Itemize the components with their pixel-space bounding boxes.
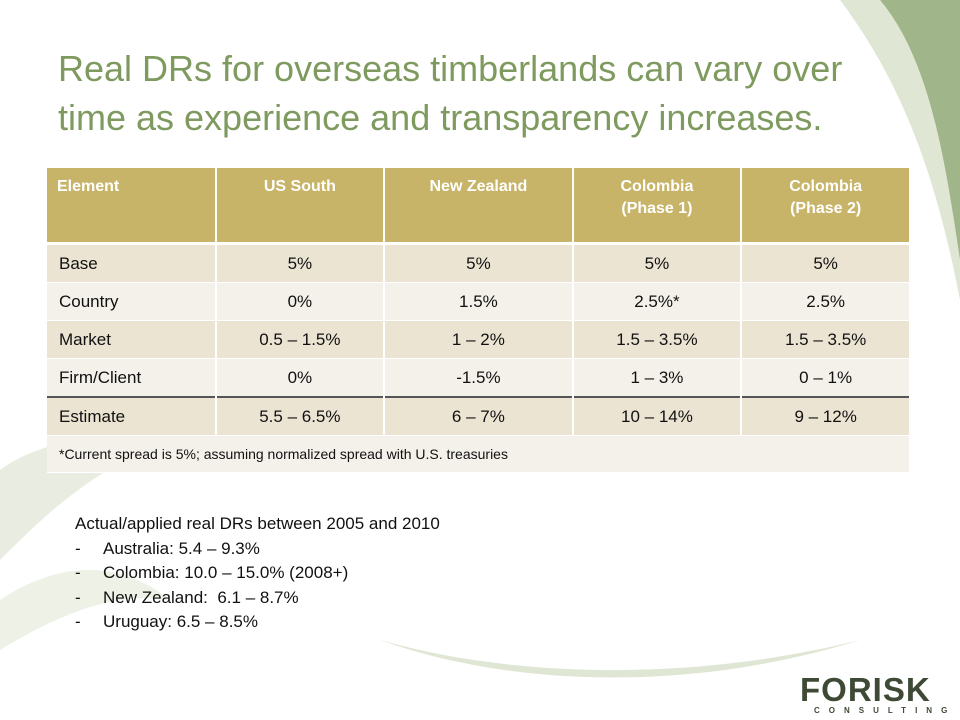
list-item-text: Australia: 5.4 – 9.3% xyxy=(103,538,260,558)
table-cell: 2.5% xyxy=(741,282,911,321)
table-cell: 2.5%* xyxy=(572,282,743,321)
table-header-row: Element US South New Zealand Colombia (Ph… xyxy=(47,168,911,245)
bullet-dash: - xyxy=(75,587,81,607)
bullet-dash: - xyxy=(75,612,81,631)
table-row: Estimate 5.5 – 6.5% 6 – 7% 10 – 14% 9 – 12% xyxy=(47,396,911,436)
header-colombia-phase-1: Colombia (Phase 1) xyxy=(572,168,743,245)
discount-rate-table: Element US South New Zealand Colombia (Ph… xyxy=(47,168,911,473)
table-cell: 1.5 – 3.5% xyxy=(741,320,911,359)
list-item: - Australia: 5.4 – 9.3% xyxy=(75,537,440,562)
forisk-logo: FORISK CONSULTING xyxy=(800,671,957,715)
logo-wordmark: FORISK xyxy=(800,671,931,708)
table-row: Country 0% 1.5% 2.5%* 2.5% xyxy=(47,282,911,321)
table-row: Market 0.5 – 1.5% 1 – 2% 1.5 – 3.5% 1.5 – 3.… xyxy=(47,320,911,359)
table-cell: 1 – 2% xyxy=(384,320,574,359)
table-cell: 5% xyxy=(741,243,911,283)
table-cell: 5% xyxy=(384,243,574,283)
table-cell: 6 – 7% xyxy=(384,396,574,436)
table-cell: 5.5 – 6.5% xyxy=(215,396,386,436)
table-cell: 1.5% xyxy=(384,282,574,321)
list-item: - Colombia: 10.0 – 15.0% (2008+) xyxy=(75,561,440,586)
header-element: Element xyxy=(47,168,217,245)
table-cell: 0% xyxy=(215,282,386,321)
table-row: Firm/Client 0% -1.5% 1 – 3% 0 – 1% xyxy=(47,358,911,398)
list-item: - New Zealand: 6.1 – 8.7% xyxy=(75,586,440,611)
table-row: Base 5% 5% 5% 5% xyxy=(47,243,911,283)
table-cell: -1.5% xyxy=(384,358,574,398)
table-cell: 10 – 14% xyxy=(572,396,743,436)
list-heading: Actual/applied real DRs between 2005 and… xyxy=(75,514,440,533)
list-item-text: Colombia: 10.0 – 15.0% (2008+) xyxy=(103,563,349,582)
table-cell: 1 – 3% xyxy=(572,358,743,398)
table-footnote: *Current spread is 5%; assuming normaliz… xyxy=(47,435,911,473)
header-us-south: US South xyxy=(215,168,386,245)
header-line: (Phase 2) xyxy=(790,200,862,217)
table-cell: 5% xyxy=(572,243,743,283)
logo-tagline: CONSULTING xyxy=(814,706,957,715)
header-line: Colombia xyxy=(789,178,863,195)
row-label: Firm/Client xyxy=(47,358,217,398)
actual-drs-list: Actual/applied real DRs between 2005 and… xyxy=(75,512,440,635)
footnote-row: *Current spread is 5%; assuming normaliz… xyxy=(47,435,911,473)
table-cell: 1.5 – 3.5% xyxy=(572,320,743,359)
table-cell: 0.5 – 1.5% xyxy=(215,320,386,359)
list-item-text: New Zealand: 6.1 – 8.7% xyxy=(103,587,299,607)
row-label: Base xyxy=(47,243,217,283)
list-item-text: Uruguay: 6.5 – 8.5% xyxy=(103,612,258,631)
header-line: Colombia xyxy=(620,178,694,195)
table-cell: 0 – 1% xyxy=(741,358,911,398)
row-label: Market xyxy=(47,320,217,359)
header-new-zealand: New Zealand xyxy=(384,168,574,245)
table-cell: 9 – 12% xyxy=(741,396,911,436)
list-item: - Uruguay: 6.5 – 8.5% xyxy=(75,610,440,635)
table-cell: 5% xyxy=(215,243,386,283)
slide-title: Real DRs for overseas timberlands can va… xyxy=(58,48,843,138)
header-line: (Phase 1) xyxy=(621,200,693,217)
table-cell: 0% xyxy=(215,358,386,398)
row-label: Estimate xyxy=(47,396,217,436)
bullet-dash: - xyxy=(75,563,81,582)
header-colombia-phase-2: Colombia (Phase 2) xyxy=(741,168,911,245)
bullet-dash: - xyxy=(75,538,81,558)
row-label: Country xyxy=(47,282,217,321)
